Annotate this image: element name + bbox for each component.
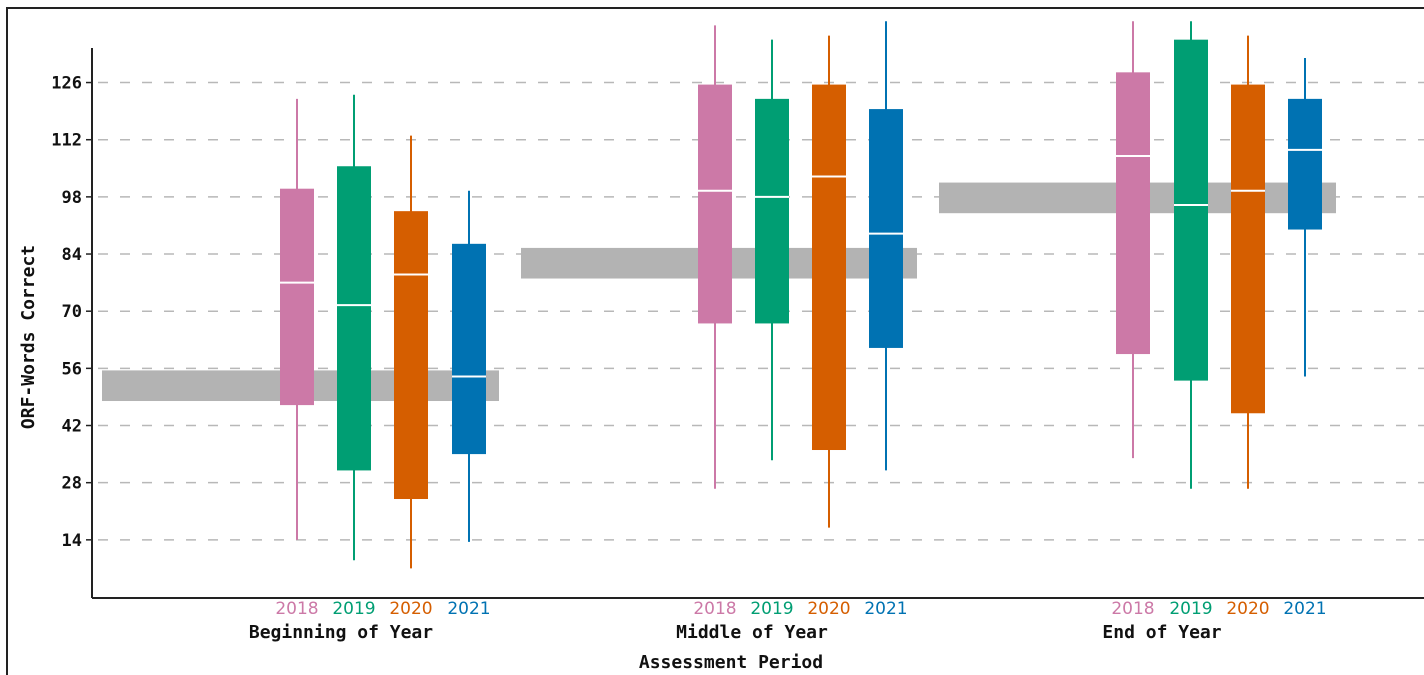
box	[452, 243, 486, 455]
year-label: 2021	[447, 599, 490, 619]
year-label: 2020	[807, 599, 850, 619]
year-label: 2021	[1283, 599, 1326, 619]
box	[1116, 72, 1150, 355]
year-label: 2019	[750, 599, 793, 619]
year-label: 2018	[693, 599, 736, 619]
y-tick-label: 112	[51, 131, 82, 151]
box	[812, 84, 846, 451]
period-label: Beginning of Year	[249, 622, 433, 643]
box	[755, 98, 789, 324]
box	[698, 84, 732, 324]
year-label: 2020	[1226, 599, 1269, 619]
period-label: End of Year	[1102, 622, 1221, 643]
y-tick-label: 56	[62, 359, 82, 379]
year-label: 2018	[275, 599, 318, 619]
y-tick-label: 28	[62, 474, 82, 494]
year-label: 2018	[1111, 599, 1154, 619]
chart-frame	[6, 7, 1424, 675]
box	[1174, 39, 1208, 381]
period-label: Middle of Year	[676, 622, 828, 643]
x-axis-title: Assessment Period	[639, 652, 823, 673]
y-tick-label: 70	[62, 302, 82, 322]
y-tick-label: 14	[62, 531, 82, 551]
year-label: 2019	[1169, 599, 1212, 619]
box	[869, 109, 903, 348]
year-label: 2021	[864, 599, 907, 619]
y-tick-label: 42	[62, 417, 82, 437]
y-tick-label: 98	[62, 188, 82, 208]
box	[1288, 98, 1322, 230]
year-label: 2020	[389, 599, 432, 619]
axes	[86, 48, 1424, 599]
box	[394, 211, 428, 500]
box	[1231, 84, 1265, 414]
labels: 14 28 42 56 70 84 98 112 126 2018 2019 2020 2021 Begi…	[51, 74, 1326, 643]
year-label: 2019	[332, 599, 375, 619]
y-tick-label: 126	[51, 74, 82, 94]
y-tick-label: 84	[62, 245, 82, 265]
box	[337, 166, 371, 471]
boxes	[280, 21, 1322, 569]
box	[280, 188, 314, 406]
y-axis-title: ORF-Words Correct	[18, 245, 39, 429]
